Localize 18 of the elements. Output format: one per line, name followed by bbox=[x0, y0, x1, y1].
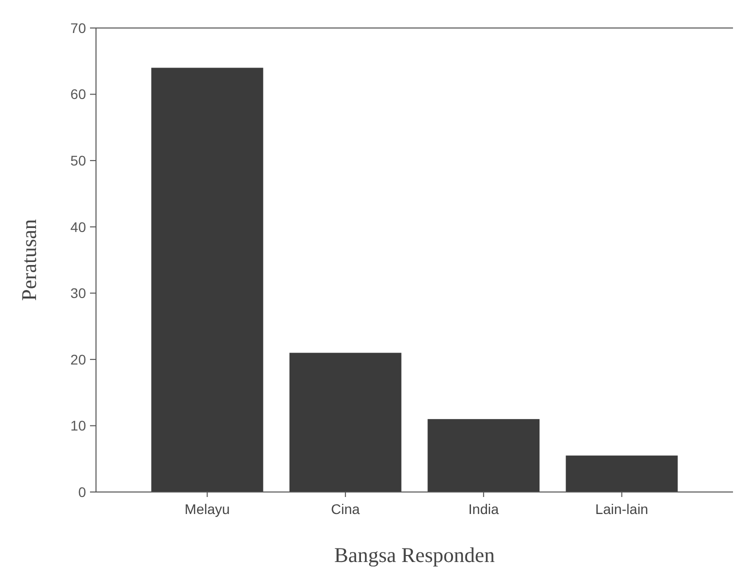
y-tick-label: 50 bbox=[70, 152, 86, 168]
y-tick-label: 0 bbox=[78, 484, 86, 500]
x-tick-label: Cina bbox=[331, 501, 360, 517]
x-axis-title: Bangsa Responden bbox=[334, 543, 496, 567]
y-tick-label: 20 bbox=[70, 351, 86, 368]
bar bbox=[289, 352, 402, 492]
x-tick-label: India bbox=[468, 501, 499, 517]
bar bbox=[566, 456, 678, 492]
bar bbox=[151, 68, 264, 492]
y-tick-label: 40 bbox=[70, 218, 86, 235]
y-tick-label: 60 bbox=[70, 86, 86, 102]
y-tick-label: 30 bbox=[70, 285, 86, 302]
x-tick-label: Melayu bbox=[184, 501, 230, 517]
y-tick-label: 70 bbox=[70, 20, 86, 36]
y-tick-label: 10 bbox=[70, 418, 86, 434]
bar bbox=[428, 419, 540, 492]
x-tick-label: Lain-lain bbox=[595, 501, 648, 517]
y-axis-title: Peratusan bbox=[17, 218, 41, 301]
